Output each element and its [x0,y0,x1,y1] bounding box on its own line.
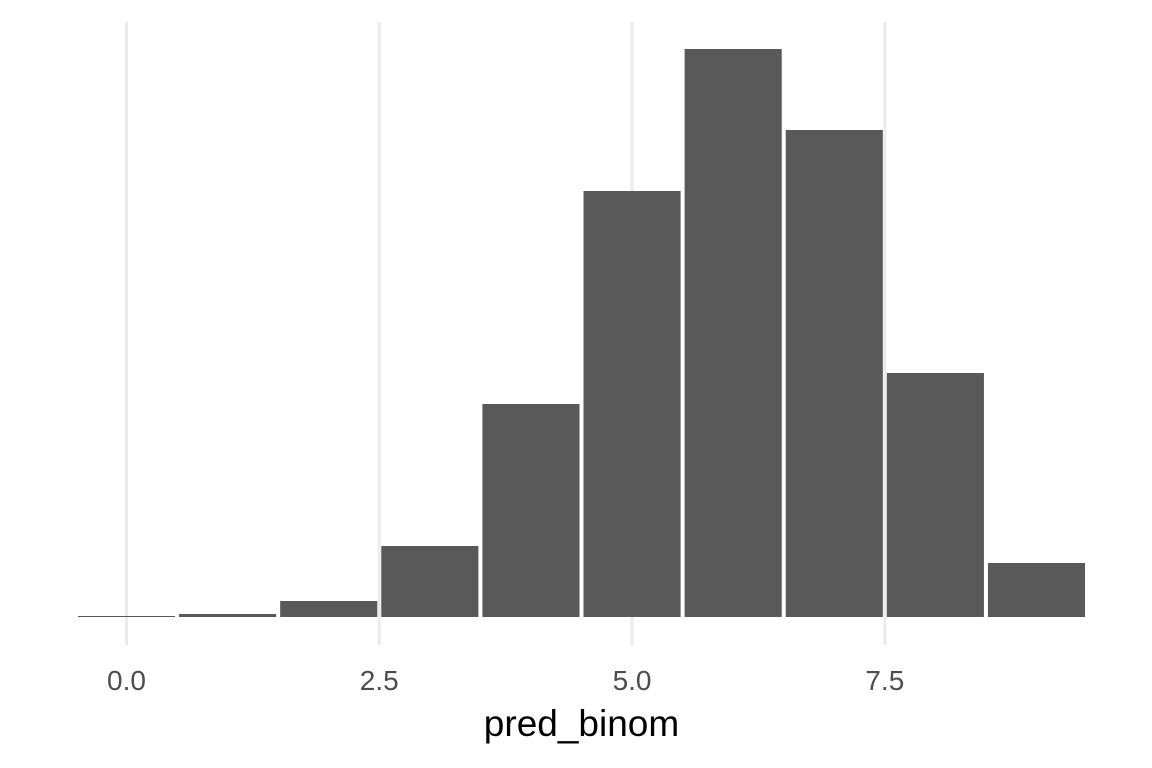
bar-1 [179,614,277,617]
bar-5 [583,191,681,617]
x-axis-title: pred_binom [484,703,679,744]
bar-7 [785,130,883,617]
bar-8 [886,373,984,617]
bars [77,49,1086,617]
bar-4 [482,404,580,617]
bar-9 [987,563,1086,617]
bar-6 [684,49,782,617]
x-tick-label-2: 5.0 [613,665,652,696]
bar-2 [280,601,378,617]
x-axis-ticks: 0.0 2.5 5.0 7.5 [107,665,904,696]
x-tick-label-3: 7.5 [865,665,904,696]
x-tick-label-0: 0.0 [107,665,146,696]
x-tick-label-1: 2.5 [360,665,399,696]
bar-3 [381,546,479,617]
bar-0 [77,616,176,617]
